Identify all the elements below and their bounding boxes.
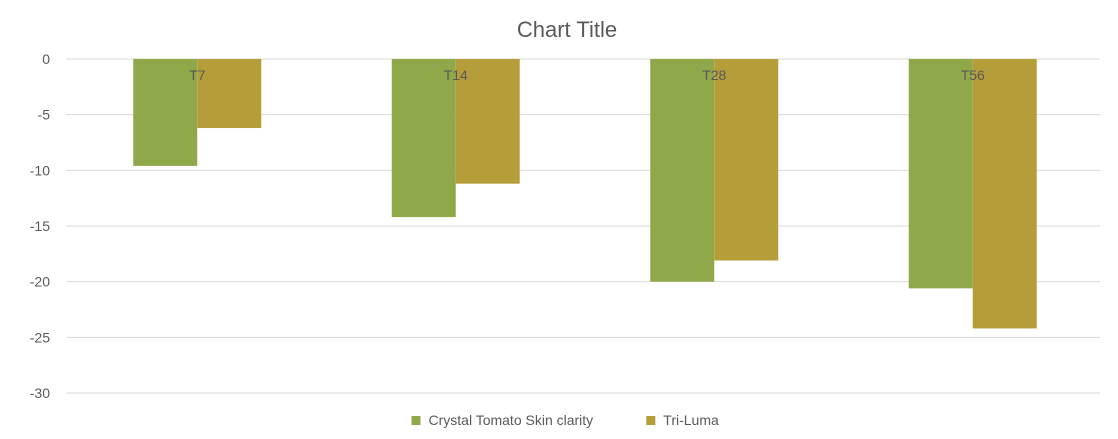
y-tick-label: -15 xyxy=(30,218,50,234)
bar-series-2-t28 xyxy=(714,59,779,261)
bars xyxy=(133,59,1037,329)
y-tick-label: 0 xyxy=(42,51,50,67)
y-tick-label: -5 xyxy=(38,107,51,123)
chart-title: Chart Title xyxy=(517,17,617,42)
bar-series-1-t7 xyxy=(133,59,198,166)
y-axis-ticks: 0 -5 -10 -15 -20 -25 -30 xyxy=(30,51,50,401)
y-tick-label: -30 xyxy=(30,385,50,401)
y-tick-label: -25 xyxy=(30,329,50,345)
category-label: T14 xyxy=(444,67,468,83)
category-label: T28 xyxy=(702,67,726,83)
category-labels: T7 T14 T28 T56 xyxy=(189,67,985,83)
category-label: T56 xyxy=(961,67,985,83)
bar-series-2-t7 xyxy=(197,59,262,129)
y-tick-label: -10 xyxy=(30,162,50,178)
category-label: T7 xyxy=(189,67,206,83)
bar-series-1-t14 xyxy=(391,59,456,218)
bar-series-2-t14 xyxy=(455,59,520,184)
legend-swatch xyxy=(411,416,421,425)
bar-series-2-t56 xyxy=(972,59,1037,329)
bar-series-1-t56 xyxy=(908,59,973,289)
legend-label: Crystal Tomato Skin clarity xyxy=(429,412,594,428)
y-tick-label: -20 xyxy=(30,274,50,290)
legend-swatch xyxy=(646,416,656,425)
legend: Crystal Tomato Skin clarity Tri-Luma xyxy=(411,412,719,428)
legend-label: Tri-Luma xyxy=(663,412,719,428)
bar-series-1-t28 xyxy=(650,59,715,282)
